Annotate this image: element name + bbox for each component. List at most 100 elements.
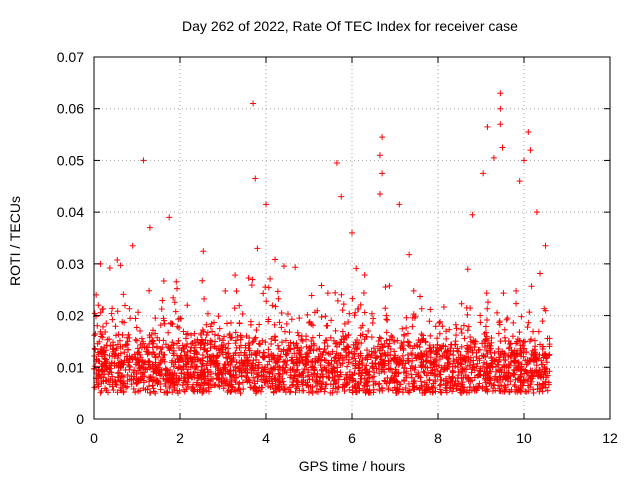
roti-point: [488, 354, 495, 361]
roti-point: [157, 381, 164, 387]
roti-point: [511, 358, 518, 365]
roti-point: [304, 349, 311, 356]
roti-point: [382, 305, 389, 312]
roti-point: [203, 321, 210, 328]
roti-point: [417, 293, 424, 300]
roti-point: [352, 339, 359, 346]
roti-point: [249, 276, 256, 283]
roti-point: [102, 385, 109, 392]
roti-point: [332, 289, 339, 296]
roti-point: [455, 372, 462, 379]
roti-point: [338, 336, 345, 343]
roti-point: [230, 367, 237, 374]
roti-point: [394, 354, 401, 361]
roti-point: [195, 382, 202, 389]
roti-point: [434, 367, 441, 374]
roti-point: [444, 348, 451, 355]
roti-point: [201, 295, 208, 302]
roti-point: [405, 380, 412, 387]
roti-point: [517, 342, 524, 349]
roti-point: [434, 335, 441, 342]
roti-point: [324, 290, 331, 297]
roti-point: [483, 364, 490, 371]
roti-point: [114, 370, 121, 377]
roti-point: [132, 361, 139, 368]
roti-point: [465, 378, 472, 385]
roti-point: [469, 349, 476, 356]
roti-point: [169, 371, 176, 378]
roti-point: [364, 347, 371, 354]
roti-point: [546, 335, 553, 342]
roti-point: [170, 347, 177, 354]
roti-point: [342, 332, 349, 339]
roti-point: [247, 318, 254, 325]
roti-point: [453, 332, 460, 339]
roti-point: [486, 380, 493, 387]
roti-point: [402, 360, 409, 367]
roti-point: [428, 347, 435, 354]
roti-point: [338, 291, 345, 298]
roti-point: [506, 362, 513, 369]
roti-point: [143, 344, 150, 351]
roti-point: [99, 334, 106, 341]
roti-point: [199, 326, 206, 333]
roti-point: [357, 367, 364, 374]
roti-point: [246, 334, 253, 341]
roti-point: [337, 361, 344, 368]
roti-point: [471, 344, 478, 351]
roti-point: [458, 361, 465, 368]
roti-point: [96, 338, 103, 345]
roti-point: [235, 385, 242, 392]
roti-point: [296, 387, 303, 394]
roti-point: [228, 334, 235, 341]
roti-point: [357, 301, 364, 308]
roti-point: [422, 339, 429, 346]
roti-point: [516, 178, 523, 185]
roti-point: [224, 345, 231, 352]
roti-point: [304, 311, 311, 318]
roti-point: [280, 378, 287, 385]
roti-point: [270, 355, 277, 362]
roti-point: [484, 123, 491, 130]
roti-point: [383, 337, 390, 344]
roti-point: [299, 357, 306, 364]
roti-point: [152, 330, 159, 337]
roti-point: [169, 381, 176, 388]
roti-point: [250, 100, 257, 107]
roti-point: [487, 343, 494, 350]
roti-point: [316, 332, 323, 339]
roti-point: [408, 362, 415, 369]
roti-point: [272, 303, 279, 310]
roti-point: [183, 363, 190, 370]
roti-point: [408, 350, 415, 357]
roti-point: [295, 379, 302, 386]
roti-point: [291, 350, 298, 357]
roti-point: [376, 380, 383, 387]
roti-point: [220, 374, 227, 381]
roti-point: [497, 105, 504, 112]
roti-point: [483, 385, 490, 392]
roti-point: [152, 390, 159, 397]
roti-point: [262, 339, 269, 346]
roti-point: [397, 345, 404, 352]
roti-point: [523, 376, 530, 383]
roti-point: [119, 318, 126, 325]
roti-point: [97, 328, 104, 335]
roti-point: [124, 341, 131, 348]
roti-point: [340, 301, 347, 308]
roti-point: [484, 305, 491, 312]
roti-point: [169, 389, 176, 396]
roti-point: [482, 353, 489, 360]
roti-point: [108, 360, 115, 367]
roti-point: [442, 343, 449, 350]
roti-point: [497, 121, 504, 128]
roti-point: [243, 377, 250, 384]
roti-point: [227, 319, 234, 326]
roti-point: [110, 339, 117, 346]
roti-point: [251, 336, 258, 343]
roti-point: [238, 372, 245, 379]
roti-point: [174, 340, 181, 347]
roti-point: [440, 304, 447, 311]
roti-point: [129, 242, 136, 249]
roti-point: [236, 386, 243, 393]
